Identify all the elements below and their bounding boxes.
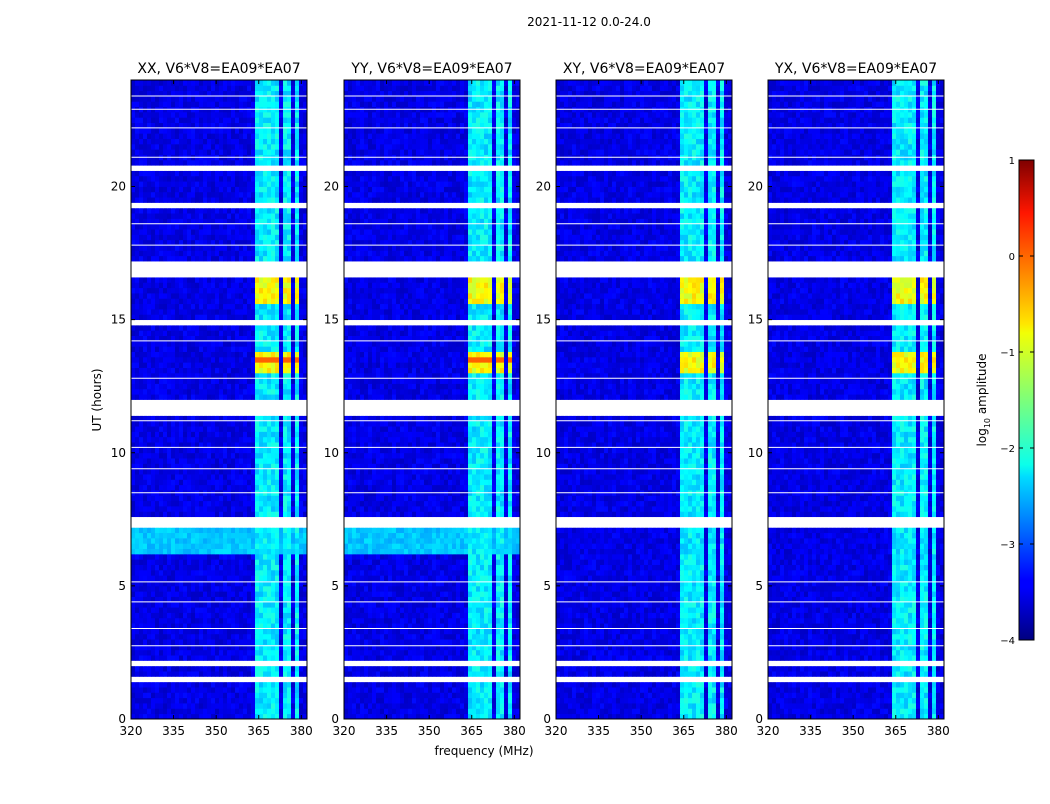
- panel-xy: XY, V6*V8=EA09*EA07 320 335 350 365 380 0 5 10 15…: [536, 61, 738, 738]
- colorbar: 10−1−2−3−4 log10 amplitude: [975, 156, 1034, 647]
- x-tick-label: 335: [375, 724, 398, 738]
- y-tick-label: 0: [543, 712, 551, 726]
- x-tick-label: 380: [927, 724, 950, 738]
- colorbar-tick-label: −2: [1000, 444, 1015, 455]
- x-tick-label: 350: [418, 724, 441, 738]
- x-tick-label: 365: [247, 724, 270, 738]
- x-tick-label: 335: [799, 724, 822, 738]
- y-tick-label: 5: [118, 579, 126, 593]
- panels: XX, V6*V8=EA09*EA07 320 335 350 365 380 0 5 10 15…: [111, 61, 950, 738]
- y-tick-label: 15: [536, 313, 551, 327]
- colorbar-tick-label: −3: [1000, 540, 1015, 551]
- y-tick-label: 5: [331, 579, 339, 593]
- panel-title: XY, V6*V8=EA09*EA07: [563, 61, 725, 77]
- y-tick-label: 20: [536, 180, 551, 194]
- y-tick-label: 20: [324, 180, 339, 194]
- x-tick-label: 380: [503, 724, 526, 738]
- heatmap-cells: [131, 80, 307, 719]
- x-tick-label: 365: [460, 724, 483, 738]
- y-tick-label: 10: [324, 446, 339, 460]
- panel-yy: YY, V6*V8=EA09*EA07 320 335 350 365 380 0 5 10 15…: [324, 61, 526, 738]
- colorbar-gradient: [1019, 160, 1034, 640]
- colorbar-label: log10 amplitude: [975, 354, 992, 447]
- x-tick-label: 350: [842, 724, 865, 738]
- x-tick-label: 320: [120, 724, 143, 738]
- y-tick-label: 0: [331, 712, 339, 726]
- y-tick-label: 20: [111, 180, 126, 194]
- panel-title: YX, V6*V8=EA09*EA07: [774, 61, 937, 77]
- y-tick-label: 15: [324, 313, 339, 327]
- panel-yx: YX, V6*V8=EA09*EA07 320 335 350 365 380 0 5 10 15…: [748, 61, 950, 738]
- x-tick-label: 320: [333, 724, 356, 738]
- x-tick-label: 365: [884, 724, 907, 738]
- colorbar-tick-label: 1: [1009, 156, 1015, 167]
- heatmap-cells: [344, 80, 520, 719]
- colorbar-tick-label: −1: [1000, 348, 1015, 359]
- panel-xx: XX, V6*V8=EA09*EA07 320 335 350 365 380 0 5 10 15…: [111, 61, 313, 738]
- x-tick-label: 380: [290, 724, 313, 738]
- x-axis-label: frequency (MHz): [434, 744, 533, 758]
- x-tick-label: 320: [757, 724, 780, 738]
- y-tick-label: 5: [755, 579, 763, 593]
- y-tick-label: 5: [543, 579, 551, 593]
- x-tick-label: 350: [630, 724, 653, 738]
- y-tick-label: 20: [748, 180, 763, 194]
- y-tick-label: 10: [536, 446, 551, 460]
- colorbar-tick-label: −4: [1000, 636, 1015, 647]
- panel-title: YY, V6*V8=EA09*EA07: [350, 61, 512, 77]
- x-tick-label: 380: [715, 724, 738, 738]
- colorbar-tick-label: 0: [1009, 252, 1015, 263]
- y-tick-label: 10: [748, 446, 763, 460]
- x-tick-label: 350: [205, 724, 228, 738]
- figure-suptitle: 2021-11-12 0.0-24.0: [527, 15, 651, 29]
- heatmap-cells: [556, 80, 732, 719]
- y-tick-label: 15: [748, 313, 763, 327]
- colorbar-label-sub: 10: [983, 418, 992, 428]
- panel-title: XX, V6*V8=EA09*EA07: [137, 61, 300, 77]
- colorbar-label-log: log: [975, 428, 989, 446]
- y-tick-label: 0: [118, 712, 126, 726]
- x-tick-label: 365: [672, 724, 695, 738]
- x-tick-label: 335: [587, 724, 610, 738]
- y-tick-label: 15: [111, 313, 126, 327]
- y-tick-label: 0: [755, 712, 763, 726]
- x-tick-label: 335: [162, 724, 185, 738]
- x-tick-label: 320: [545, 724, 568, 738]
- heatmap-cells: [768, 80, 944, 719]
- colorbar-label-rest: amplitude: [975, 354, 989, 418]
- y-tick-label: 10: [111, 446, 126, 460]
- y-axis-label: UT (hours): [90, 368, 104, 431]
